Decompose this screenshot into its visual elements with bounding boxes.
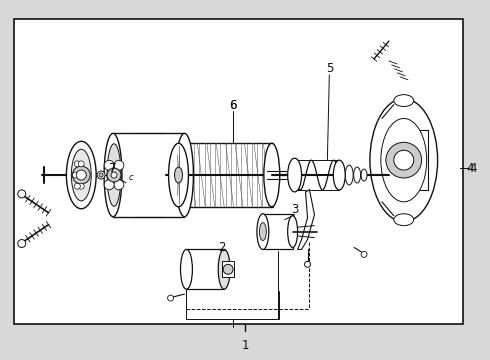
Ellipse shape	[345, 165, 353, 185]
Ellipse shape	[180, 249, 193, 289]
Circle shape	[305, 261, 311, 267]
Circle shape	[223, 264, 233, 274]
Circle shape	[104, 160, 114, 170]
Circle shape	[74, 183, 80, 189]
Ellipse shape	[370, 99, 438, 222]
Bar	[113, 133, 184, 217]
Circle shape	[76, 170, 86, 180]
Text: c: c	[128, 172, 133, 181]
Text: 5: 5	[326, 62, 333, 75]
Text: 7: 7	[109, 162, 117, 175]
Ellipse shape	[288, 216, 297, 247]
Text: 1: 1	[241, 339, 249, 352]
Circle shape	[386, 142, 421, 178]
Ellipse shape	[288, 158, 301, 192]
Circle shape	[78, 183, 84, 189]
Text: 2: 2	[219, 241, 226, 254]
Ellipse shape	[394, 95, 414, 107]
Ellipse shape	[66, 141, 96, 209]
Ellipse shape	[257, 214, 269, 249]
Polygon shape	[297, 190, 315, 249]
Circle shape	[18, 190, 25, 198]
Circle shape	[74, 161, 80, 167]
Circle shape	[99, 173, 103, 177]
Ellipse shape	[333, 160, 345, 190]
Ellipse shape	[175, 133, 194, 217]
Bar	[187, 249, 224, 289]
Circle shape	[114, 180, 124, 190]
Circle shape	[73, 172, 78, 178]
Circle shape	[107, 168, 121, 182]
Circle shape	[78, 161, 84, 167]
Circle shape	[114, 160, 124, 170]
Ellipse shape	[104, 133, 122, 217]
Ellipse shape	[264, 143, 280, 207]
Circle shape	[73, 166, 90, 184]
Text: 7: 7	[109, 162, 117, 175]
Ellipse shape	[174, 167, 182, 183]
Bar	[14, 19, 464, 324]
Ellipse shape	[361, 169, 367, 181]
Circle shape	[97, 171, 105, 179]
Text: 6: 6	[229, 99, 237, 112]
Bar	[263, 214, 293, 249]
Bar	[222, 261, 234, 277]
Circle shape	[168, 295, 173, 301]
Ellipse shape	[72, 149, 91, 201]
Circle shape	[18, 239, 25, 247]
Ellipse shape	[169, 143, 189, 207]
Bar	[178, 143, 273, 207]
Circle shape	[80, 172, 86, 178]
Ellipse shape	[394, 214, 414, 226]
Ellipse shape	[354, 167, 361, 183]
Circle shape	[394, 150, 414, 170]
Circle shape	[104, 180, 114, 190]
Ellipse shape	[381, 118, 427, 202]
Text: 4: 4	[469, 162, 477, 175]
Text: 3: 3	[291, 203, 298, 216]
Ellipse shape	[107, 144, 121, 206]
Circle shape	[111, 172, 117, 178]
Text: 4: 4	[466, 162, 474, 175]
Circle shape	[361, 251, 367, 257]
Ellipse shape	[259, 223, 267, 240]
Ellipse shape	[218, 249, 230, 289]
Text: 6: 6	[229, 99, 237, 112]
